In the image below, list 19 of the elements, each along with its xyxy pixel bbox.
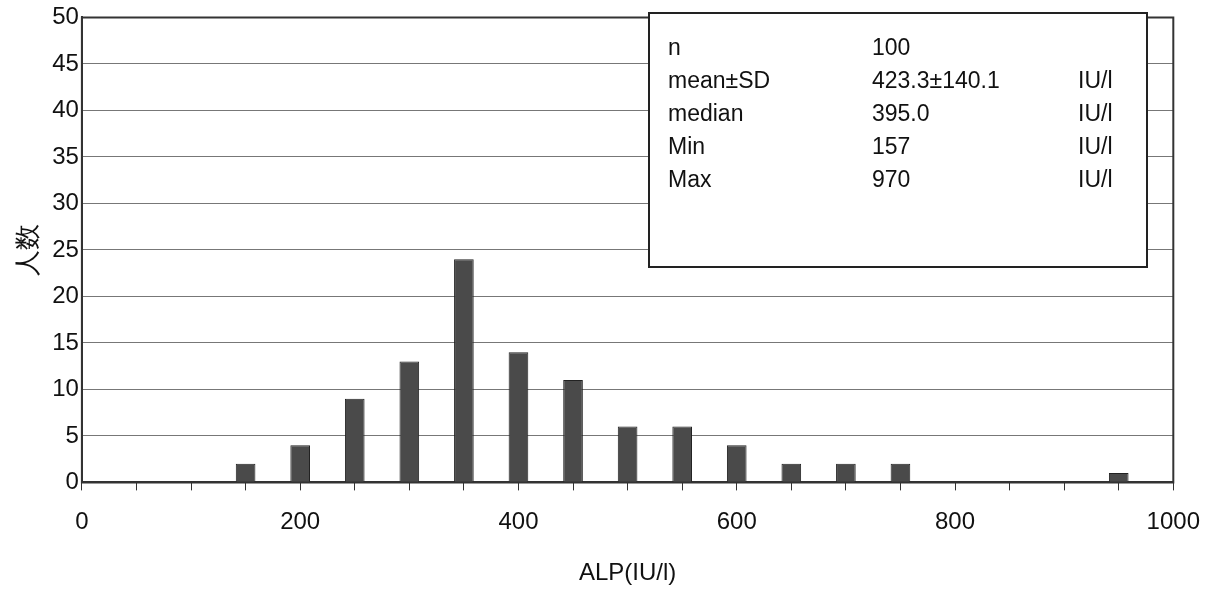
y-tick-label: 0: [65, 467, 79, 495]
y-tick-label: 40: [52, 95, 79, 123]
x-axis-title: ALP(IU/l): [578, 558, 677, 586]
y-tick-label: 5: [65, 420, 79, 448]
x-tick-label: 1000: [1146, 507, 1200, 535]
y-axis-title: 人数: [12, 223, 43, 276]
y-tick-label: 35: [52, 141, 79, 169]
y-tick-label: 15: [52, 327, 79, 355]
y-tick-label: 45: [52, 48, 79, 76]
x-tick-label: 600: [716, 507, 757, 535]
stats-panel: n 100 mean±SD 423.3±140.1 IU/l median 395.0 IU/l Min 157 IU/l Max 970 IU/l: [648, 12, 1148, 268]
y-tick-label: 10: [52, 374, 79, 402]
x-tick-label: 200: [280, 507, 321, 535]
y-tick-label: 30: [52, 188, 79, 216]
y-tick-label: 50: [52, 2, 79, 30]
x-tick-label: 400: [498, 507, 539, 535]
y-tick-label: 25: [52, 234, 79, 262]
x-tick-label: 800: [935, 507, 976, 535]
y-tick-label: 20: [52, 281, 79, 309]
